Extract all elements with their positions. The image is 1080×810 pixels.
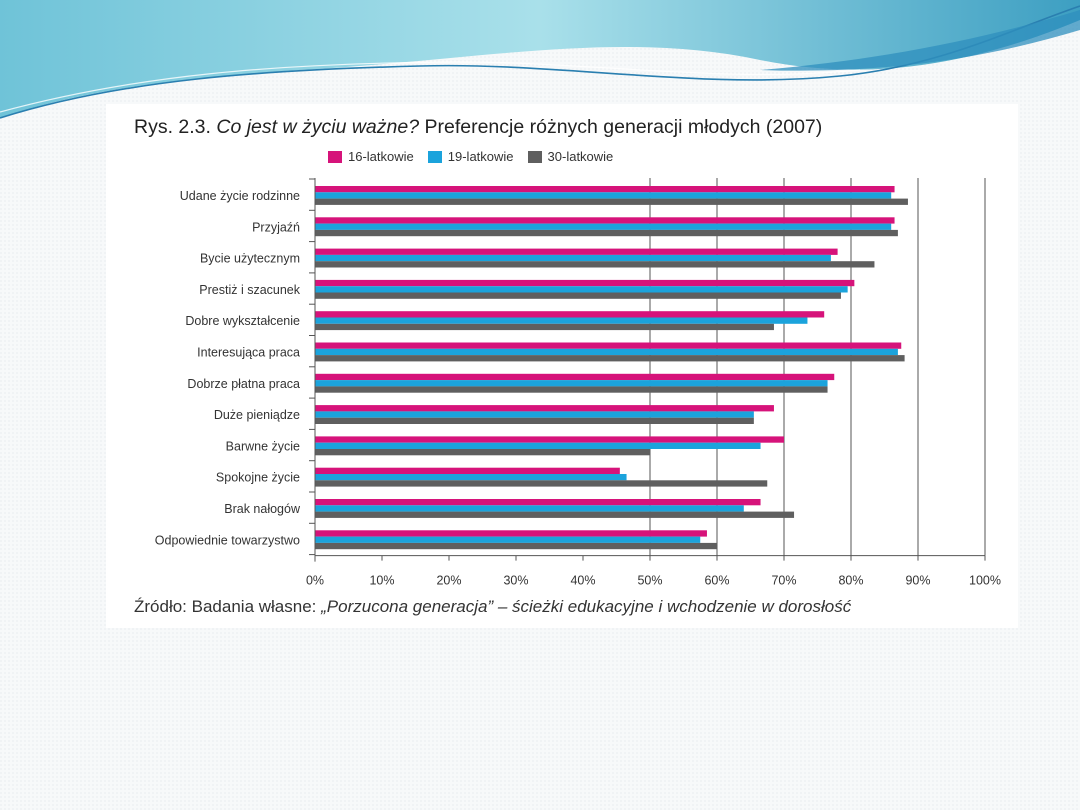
bar xyxy=(315,198,908,205)
bar xyxy=(315,474,627,481)
source-prefix: Źródło: Badania własne: xyxy=(134,597,317,616)
bar xyxy=(315,386,828,393)
x-tick-label: 10% xyxy=(369,574,394,588)
category-label: Odpowiednie towarzystwo xyxy=(155,533,300,547)
bar xyxy=(315,217,895,224)
category-label: Interesująca praca xyxy=(197,345,300,359)
category-label: Duże pieniądze xyxy=(214,408,300,422)
x-tick-label: 60% xyxy=(704,574,729,588)
bar xyxy=(315,530,707,537)
bar xyxy=(315,342,902,349)
x-tick-label: 70% xyxy=(771,574,796,588)
x-tick-label: 80% xyxy=(838,574,863,588)
bar xyxy=(315,261,875,268)
bar xyxy=(315,373,835,381)
bar xyxy=(315,186,895,193)
bar xyxy=(315,411,754,418)
x-tick-label: 50% xyxy=(637,574,662,588)
legend: 16-latkowie 19-latkowie 30-latkowie xyxy=(328,149,613,164)
category-label: Spokojne życie xyxy=(216,471,300,485)
category-label: Barwne życie xyxy=(226,439,300,453)
chart-title: Rys. 2.3. Co jest w życiu ważne? Prefere… xyxy=(134,116,822,139)
legend-swatch-30 xyxy=(527,150,542,163)
category-label: Brak nałogów xyxy=(224,502,301,516)
bar xyxy=(315,499,761,506)
bar xyxy=(315,480,768,487)
x-tick-label: 0% xyxy=(306,574,324,588)
legend-swatch-16 xyxy=(328,150,342,163)
legend-item-16: 16-latkowie xyxy=(328,149,414,164)
legend-swatch-19 xyxy=(427,150,442,163)
title-italic: Co jest w życiu ważne? xyxy=(216,116,420,138)
category-label: Dobre wykształcenie xyxy=(185,314,300,328)
x-tick-label: 20% xyxy=(436,574,461,588)
bar xyxy=(315,380,828,387)
bar xyxy=(315,355,905,362)
source-italic: „Porzucona generacja” – ścieżki edukacyj… xyxy=(321,597,852,616)
category-label: Przyjaźń xyxy=(252,220,300,234)
category-label: Bycie użytecznym xyxy=(200,252,300,266)
legend-item-30: 30-latkowie xyxy=(527,149,614,164)
bar xyxy=(315,417,754,424)
bar xyxy=(315,192,892,199)
header-wave xyxy=(0,0,1080,118)
x-tick-label: 100% xyxy=(969,574,1001,588)
category-label: Dobrze płatna praca xyxy=(187,377,300,391)
bar xyxy=(315,505,744,512)
bar xyxy=(315,223,892,230)
bar xyxy=(315,436,784,443)
bar xyxy=(315,292,841,299)
x-tick-label: 40% xyxy=(570,574,595,588)
bar xyxy=(315,542,717,550)
category-label: Udane życie rodzinne xyxy=(180,189,300,203)
bar xyxy=(315,254,831,262)
bar xyxy=(315,229,898,237)
x-tick-label: 30% xyxy=(503,574,528,588)
category-label: Prestiż i szacunek xyxy=(199,283,300,297)
legend-item-19: 19-latkowie xyxy=(427,149,514,164)
bar xyxy=(315,449,650,456)
x-tick-label: 90% xyxy=(905,574,930,588)
bar xyxy=(315,467,620,474)
title-rest: Preferencje różnych generacji młodych (2… xyxy=(424,116,823,138)
bar xyxy=(315,286,848,293)
bar xyxy=(315,311,825,318)
bar xyxy=(315,405,774,412)
bar xyxy=(315,248,838,255)
bar xyxy=(315,511,795,518)
bar xyxy=(315,279,855,287)
bar xyxy=(315,323,774,331)
bar xyxy=(315,442,761,449)
bar xyxy=(315,348,898,356)
legend-label-19: 19-latkowie xyxy=(447,149,514,164)
legend-label-16: 16-latkowie xyxy=(348,149,414,164)
bar xyxy=(315,536,701,543)
source-note: Źródło: Badania własne: „Porzucona gener… xyxy=(134,597,851,617)
bar xyxy=(315,317,808,324)
legend-label-30: 30-latkowie xyxy=(547,149,614,164)
title-prefix: Rys. 2.3. xyxy=(134,116,211,138)
